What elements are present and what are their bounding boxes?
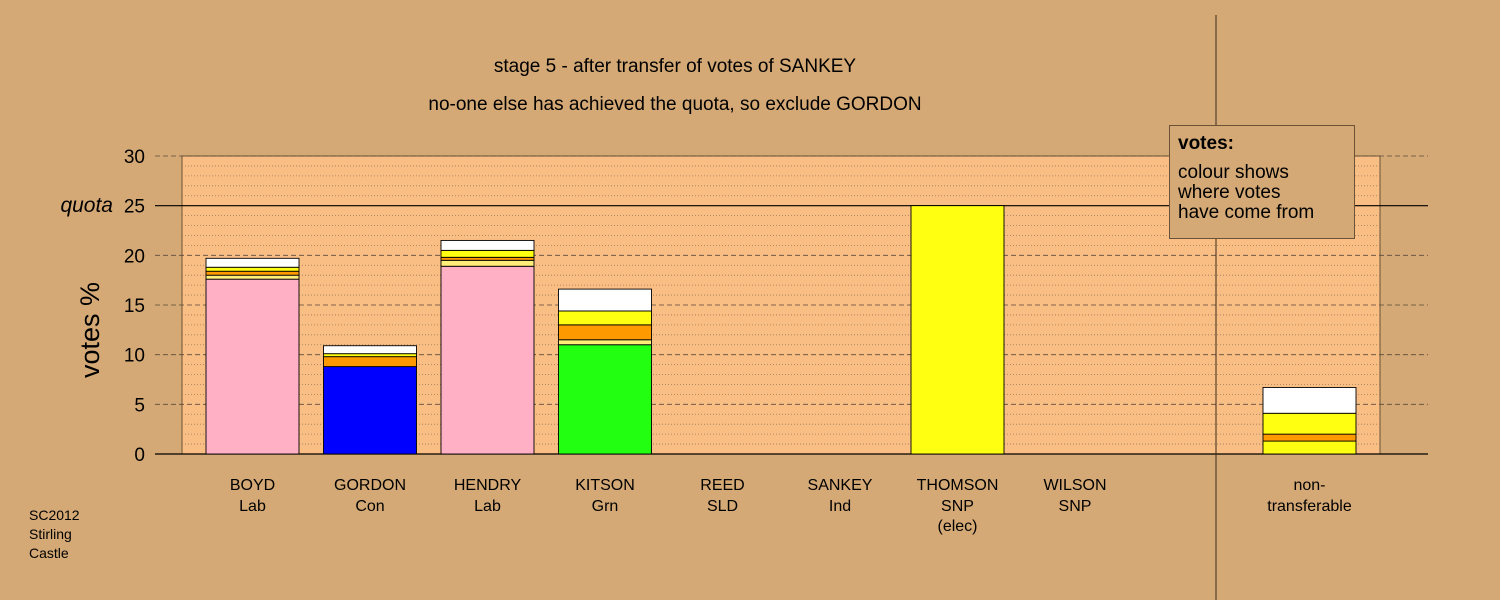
- bar-segment-non-transferable: [1262, 433, 1357, 442]
- bars: [205, 205, 1357, 455]
- candidate-status-thomson: (elec): [937, 518, 977, 535]
- y-tick-label: 10: [124, 346, 145, 367]
- bar-segment-boyd: [205, 274, 300, 280]
- candidate-party-wilson: SNP: [1059, 498, 1092, 515]
- footnote: SC2012 Stirling Castle: [29, 506, 80, 563]
- candidate-name-kitson: KITSON: [575, 477, 635, 494]
- y-tick-label: 5: [134, 395, 145, 416]
- bar-segment-gordon: [323, 345, 417, 355]
- footnote-line: SC2012: [29, 507, 80, 523]
- y-tick-label: 25: [124, 197, 145, 218]
- legend-title: votes:: [1178, 133, 1234, 154]
- y-tick-label: 0: [134, 445, 145, 466]
- bar-segment-gordon: [323, 366, 417, 455]
- candidate-party-sankey: Ind: [829, 498, 851, 515]
- bar-segment-gordon: [323, 356, 417, 368]
- y-ticks: 0 5 10 15 20 25 30: [124, 147, 145, 466]
- y-tick-label: 20: [124, 246, 145, 267]
- chart-subtitle: no-one else has achieved the quota, so e…: [428, 94, 921, 115]
- bar-segment-kitson: [558, 310, 652, 326]
- chart-title: stage 5 - after transfer of votes of SAN…: [494, 56, 857, 77]
- bar-segment-boyd: [205, 257, 300, 268]
- candidate-name-sankey: SANKEY: [808, 477, 873, 494]
- x-labels: BOYD Lab GORDON Con HENDRY Lab KITSON Grn REED SL…: [230, 477, 1352, 535]
- bar-segment-non-transferable: [1262, 440, 1357, 455]
- bar-segment-boyd: [205, 278, 300, 455]
- non-transferable-label: transferable: [1267, 498, 1352, 515]
- candidate-party-kitson: Grn: [592, 498, 619, 515]
- candidate-party-boyd: Lab: [239, 498, 266, 515]
- bar-segment-hendry: [440, 259, 535, 267]
- candidate-name-gordon: GORDON: [334, 477, 406, 494]
- y-tick-label: 15: [124, 296, 145, 317]
- legend: votes: colour shows where votes have com…: [1169, 125, 1355, 239]
- legend-line: have come from: [1178, 202, 1315, 223]
- candidate-party-hendry: Lab: [474, 498, 501, 515]
- footnote-line: Stirling: [29, 526, 72, 542]
- bar-segment-hendry: [440, 239, 535, 251]
- bar-segment-non-transferable: [1262, 386, 1357, 414]
- candidate-name-boyd: BOYD: [230, 477, 275, 494]
- footnote-line: Castle: [29, 545, 69, 561]
- bar-segment-hendry: [440, 265, 535, 455]
- legend-line: where votes: [1178, 182, 1281, 203]
- y-tick-label: 30: [124, 147, 145, 168]
- bar-segment-kitson: [558, 339, 652, 346]
- candidate-name-hendry: HENDRY: [454, 477, 522, 494]
- candidate-name-wilson: WILSON: [1043, 477, 1106, 494]
- bar-segment-boyd: [205, 270, 300, 276]
- bar-segment-non-transferable: [1262, 412, 1357, 435]
- bar-segment-kitson: [558, 324, 652, 341]
- bar-segment-hendry: [440, 249, 535, 258]
- candidate-party-gordon: Con: [355, 498, 384, 515]
- bar-segment-boyd: [205, 266, 300, 272]
- bar-segment-kitson: [558, 344, 652, 455]
- candidate-party-reed: SLD: [707, 498, 738, 515]
- quota-label: quota: [60, 194, 113, 217]
- bar-segment-kitson: [558, 288, 652, 312]
- candidate-party-thomson: SNP: [941, 498, 974, 515]
- candidate-name-thomson: THOMSON: [917, 477, 999, 494]
- legend-line: colour shows: [1178, 162, 1289, 183]
- bar-segment-thomson: [910, 205, 1005, 455]
- candidate-name-reed: REED: [700, 477, 744, 494]
- non-transferable-label: non-: [1293, 477, 1325, 494]
- y-axis-label: votes %: [75, 282, 105, 378]
